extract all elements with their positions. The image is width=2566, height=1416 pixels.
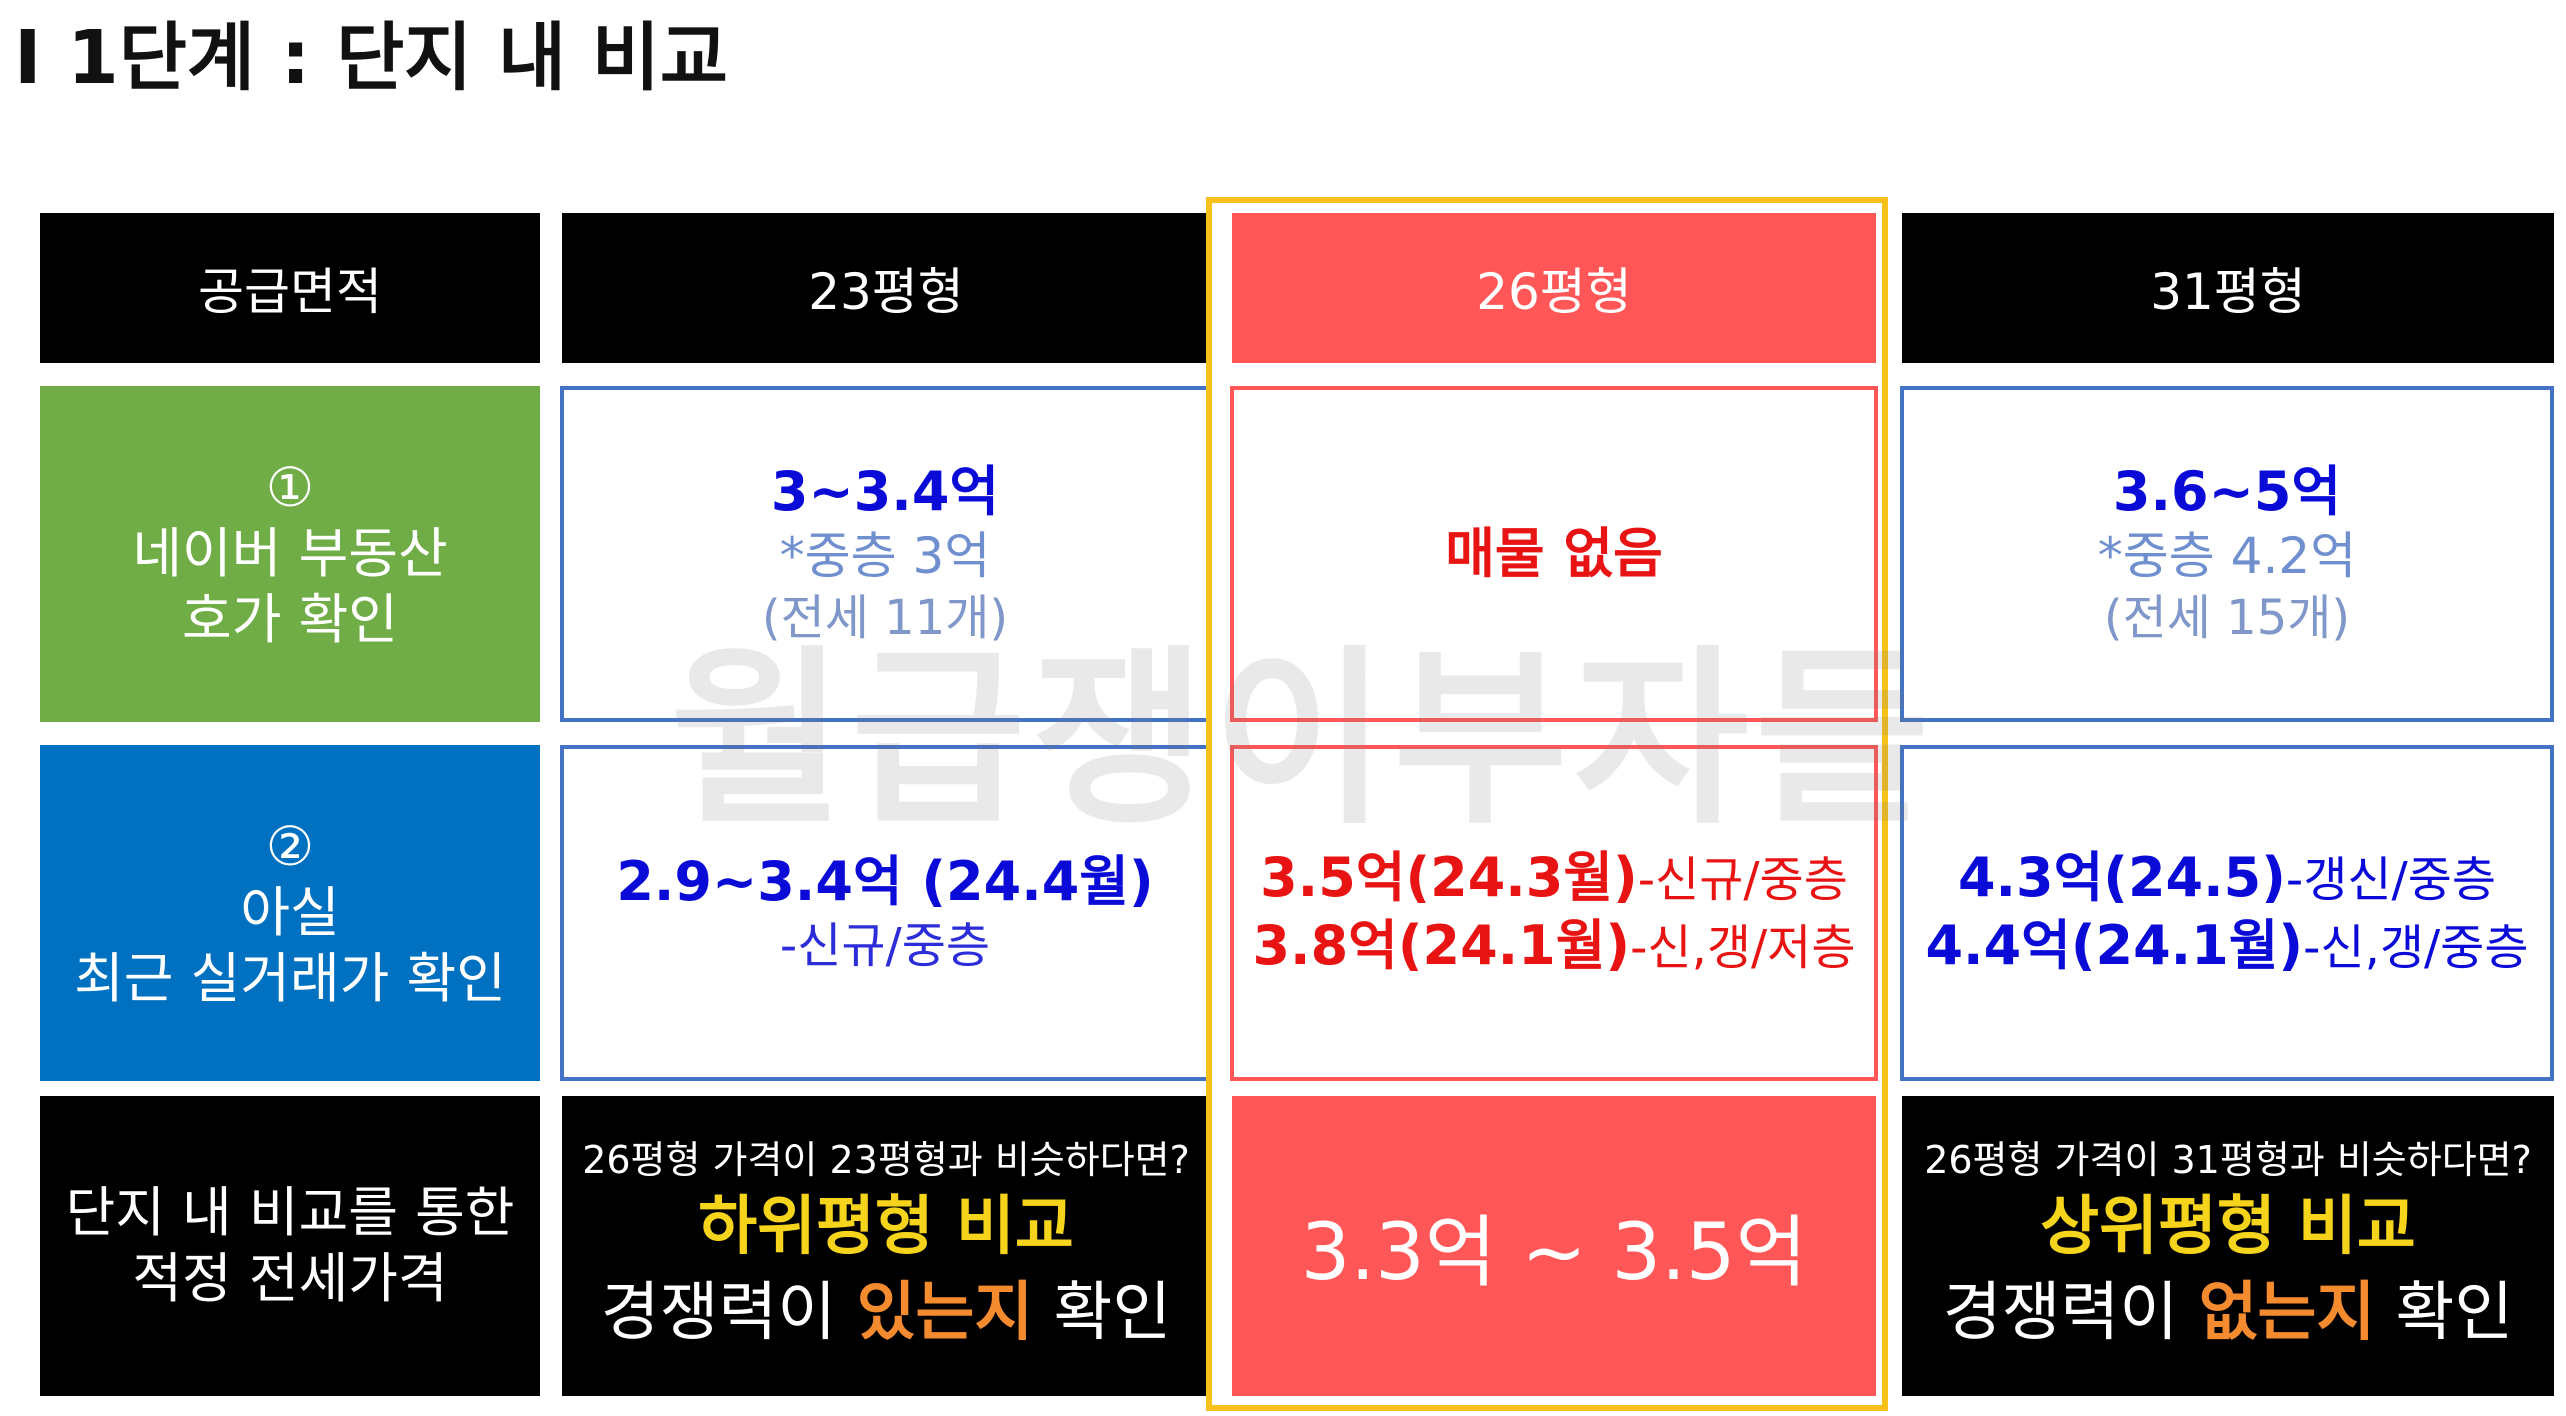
- row3-31py-check-pre: 경쟁력이: [1942, 1276, 2199, 1350]
- circle-number-1: ①: [265, 456, 315, 519]
- row2-31py-line1: 4.3억(24.5)-갱신/중층: [1958, 845, 2496, 913]
- row2-31py-line1-price: 4.3억(24.5): [1957, 846, 2286, 909]
- row1-23py-note: (전세 11개): [761, 590, 1009, 646]
- row2-26py-line1-price: 3.5억(24.3월): [1260, 846, 1638, 909]
- row3-label-line2: 적정 전세가격: [132, 1247, 448, 1310]
- row2-26py-line1-suffix: -신규/중층: [1637, 852, 1848, 908]
- row1-label-line2: 호가 확인: [182, 588, 398, 651]
- row3-26py-cell: 3.3억 ~ 3.5억: [1232, 1096, 1876, 1396]
- row2-31py-line1-suffix: -갱신/중층: [2285, 852, 2497, 908]
- row1-23py-sub: *중층 3억: [779, 527, 991, 585]
- row3-23py-check-line: 경쟁력이 있는지 확인: [601, 1269, 1172, 1357]
- row3-31py-check-post: 확인: [2375, 1276, 2514, 1350]
- row3-23py-cell: 26평형 가격이 23평형과 비슷하다면? 하위평형 비교 경쟁력이 있는지 확…: [562, 1096, 1210, 1396]
- watermark: 월급쟁이부자들: [670, 629, 1936, 850]
- row3-31py-cell: 26평형 가격이 31평형과 비슷하다면? 상위평형 비교 경쟁력이 없는지 확…: [1902, 1096, 2554, 1396]
- row2-label-line2: 최근 실거래가 확인: [74, 947, 506, 1010]
- row3-31py-question: 26평형 가격이 31평형과 비슷하다면?: [1924, 1138, 2532, 1182]
- row3-23py-question: 26평형 가격이 23평형과 비슷하다면?: [582, 1138, 1190, 1182]
- header-23py: 23평형: [562, 213, 1210, 363]
- row1-23py-cell: 3~3.4억 *중층 3억 (전세 11개): [560, 386, 1210, 722]
- row1-26py-no-listing: 매물 없음: [1445, 522, 1663, 585]
- row2-26py-line2-suffix: -신,갱/저층: [1630, 920, 1856, 976]
- row-proper-jeonse-label: 단지 내 비교를 통한 적정 전세가격: [40, 1096, 540, 1396]
- row3-31py-headline: 상위평형 비교: [2040, 1190, 2416, 1264]
- row2-31py-cell: 4.3억(24.5)-갱신/중층 4.4억(24.1월)-신,갱/중층: [1900, 745, 2554, 1081]
- row1-label-line1: 네이버 부동산: [132, 522, 448, 585]
- header-supply-area-label: 공급면적: [198, 263, 382, 321]
- row2-23py-cell: 2.9~3.4억 (24.4월) -신규/중층: [560, 745, 1210, 1081]
- header-26py-label: 26평형: [1476, 263, 1632, 321]
- row-asil-transaction-label: ② 아실 최근 실거래가 확인: [40, 745, 540, 1081]
- row3-26py-range: 3.3억 ~ 3.5억: [1300, 1208, 1808, 1298]
- row1-31py-cell: 3.6~5억 *중층 4.2억 (전세 15개): [1900, 386, 2554, 722]
- header-31py: 31평형: [1902, 213, 2554, 363]
- header-supply-area: 공급면적: [40, 213, 540, 363]
- row1-31py-sub: *중층 4.2억: [2097, 527, 2357, 585]
- row2-23py-sub: -신규/중층: [779, 918, 991, 974]
- row2-label-line1: 아실: [240, 881, 340, 944]
- row3-23py-check-post: 확인: [1033, 1276, 1172, 1350]
- row-naver-asking-label: ① 네이버 부동산 호가 확인: [40, 386, 540, 722]
- row2-31py-line2-suffix: -신,갱/중층: [2303, 920, 2529, 976]
- row1-23py-price: 3~3.4억: [770, 460, 1000, 523]
- header-26py: 26평형: [1232, 213, 1876, 363]
- row1-31py-note: (전세 15개): [2103, 590, 2351, 646]
- page-title: I 1단계 : 단지 내 비교: [14, 15, 728, 101]
- row3-label-line1: 단지 내 비교를 통한: [65, 1181, 515, 1244]
- row2-31py-line2: 4.4억(24.1월)-신,갱/중층: [1925, 913, 2528, 981]
- row3-23py-check-em: 있는지: [856, 1276, 1034, 1350]
- header-31py-label: 31평형: [2150, 263, 2306, 321]
- row1-26py-cell: 매물 없음: [1230, 386, 1878, 722]
- row2-26py-line1: 3.5억(24.3월)-신규/중층: [1260, 845, 1848, 913]
- 26py-highlight-frame: [1206, 197, 1888, 1411]
- header-23py-label: 23평형: [808, 263, 964, 321]
- row2-23py-price: 2.9~3.4억 (24.4월): [616, 850, 1154, 913]
- row3-23py-check-pre: 경쟁력이: [600, 1276, 857, 1350]
- row1-31py-price: 3.6~5억: [2112, 460, 2342, 523]
- row3-31py-check-em: 없는지: [2198, 1276, 2376, 1350]
- row2-31py-line2-price: 4.4억(24.1월): [1925, 914, 2304, 977]
- row2-26py-cell: 3.5억(24.3월)-신규/중층 3.8억(24.1월)-신,갱/저층: [1230, 745, 1878, 1081]
- row2-26py-line2: 3.8억(24.1월)-신,갱/저층: [1252, 913, 1855, 981]
- row3-23py-headline: 하위평형 비교: [698, 1190, 1074, 1264]
- circle-number-2: ②: [265, 815, 315, 878]
- row2-26py-line2-price: 3.8억(24.1월): [1252, 914, 1631, 977]
- row3-31py-check-line: 경쟁력이 없는지 확인: [1943, 1269, 2514, 1357]
